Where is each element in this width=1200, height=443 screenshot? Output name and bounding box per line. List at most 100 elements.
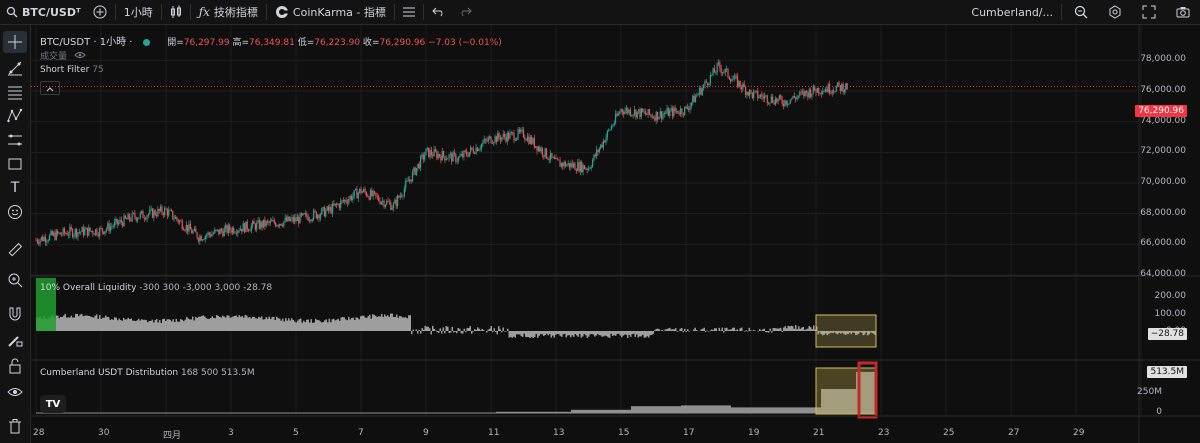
liquidity-bar xyxy=(853,331,855,333)
liquidity-bar xyxy=(705,331,707,332)
liquidity-bar xyxy=(150,320,152,331)
filter-legend[interactable]: Short Filter 75 xyxy=(40,65,104,75)
candle-body xyxy=(490,136,492,144)
liquidity-bar xyxy=(256,318,258,331)
volume-legend[interactable]: 成交量 xyxy=(40,49,86,62)
indicator-template-button[interactable]: CoinKarma - 指標 xyxy=(269,0,392,24)
indicators-button[interactable]: ƒx 技術指標 xyxy=(193,0,264,24)
liquidity-bar xyxy=(114,317,116,331)
delete-tool[interactable] xyxy=(3,415,27,437)
liquidity-bar xyxy=(462,331,464,334)
quick-search-button[interactable] xyxy=(1064,0,1098,24)
candle-body xyxy=(583,165,586,170)
layout-selector[interactable]: Cumberland/... xyxy=(965,0,1059,24)
liquidity-bar xyxy=(246,315,248,331)
price-axis-label: 72,000.00 xyxy=(1140,146,1186,157)
candle-body xyxy=(158,209,160,211)
liquidity-bar xyxy=(115,317,117,331)
liquidity-bar xyxy=(334,320,336,331)
zoom-tool[interactable] xyxy=(3,269,27,291)
chart-canvas[interactable] xyxy=(31,25,1200,443)
emoji-tool[interactable] xyxy=(3,201,27,223)
candle-body xyxy=(539,147,541,152)
crosshair-tool[interactable] xyxy=(3,31,27,53)
liquidity-bar xyxy=(166,319,168,331)
chart-area[interactable]: BTC/USDT · 1小時 · 開=76,297.99 高=76,349.81… xyxy=(31,25,1200,443)
liquidity-bar xyxy=(381,313,383,331)
eye-icon[interactable] xyxy=(74,51,86,62)
candle-body xyxy=(596,149,598,157)
ruler-tool[interactable] xyxy=(3,239,27,261)
pattern-tool[interactable] xyxy=(3,105,27,127)
legend-symbol[interactable]: BTC/USDT · 1小時 · xyxy=(40,37,133,48)
distribution-bar xyxy=(496,411,571,413)
candle-body xyxy=(632,114,634,116)
candle-body xyxy=(354,188,357,191)
distribution-value: 513.5M xyxy=(221,368,255,378)
candle-body xyxy=(285,217,288,222)
candle-body xyxy=(322,207,324,209)
settings-button[interactable] xyxy=(1098,0,1132,24)
liquidity-bar xyxy=(864,331,866,335)
candle-body xyxy=(674,107,676,112)
highlight-boxes xyxy=(815,314,878,419)
collapse-legend-button[interactable] xyxy=(40,81,60,95)
filter-label: Short Filter xyxy=(40,65,90,75)
candle-body xyxy=(715,72,717,74)
candle-body xyxy=(449,153,451,155)
candle-body xyxy=(804,90,806,96)
liquidity-bar xyxy=(268,316,270,331)
liquidity-bar xyxy=(373,314,375,331)
fib-tool[interactable] xyxy=(3,81,27,103)
alerts-list-button[interactable] xyxy=(397,0,421,24)
candle-body xyxy=(726,68,728,70)
liquidity-bar xyxy=(127,317,129,331)
candle-body xyxy=(334,203,336,206)
chart-type-button[interactable] xyxy=(164,0,188,24)
liquidity-legend[interactable]: 10% Overall Liquidity -300 300 -3,000 3,… xyxy=(40,283,272,293)
liquidity-bar xyxy=(786,328,788,331)
snapshot-button[interactable] xyxy=(1166,0,1200,24)
undo-button[interactable] xyxy=(426,0,452,24)
liquidity-bar xyxy=(79,314,81,331)
candle-body xyxy=(644,111,646,115)
liquidity-bar xyxy=(426,326,428,331)
trendline-tool[interactable] xyxy=(3,57,27,79)
compare-button[interactable] xyxy=(87,0,113,24)
candle-body xyxy=(181,220,183,229)
fullscreen-button[interactable] xyxy=(1132,0,1166,24)
visibility-tool[interactable] xyxy=(3,381,27,403)
distribution-bar xyxy=(631,406,681,413)
liquidity-bar xyxy=(765,331,767,333)
redo-button[interactable] xyxy=(452,0,478,24)
candle-body xyxy=(487,138,489,142)
candle-body xyxy=(608,129,610,131)
candle-body xyxy=(690,102,693,106)
candle-body xyxy=(39,239,41,244)
liquidity-bar xyxy=(97,318,99,331)
plus-circle-icon xyxy=(93,5,107,19)
liquidity-bar xyxy=(672,329,674,331)
candle-body xyxy=(50,231,52,235)
candle-body xyxy=(762,96,764,99)
candle-body xyxy=(173,218,175,220)
candle-body xyxy=(677,110,679,114)
text-tool[interactable]: T xyxy=(3,177,27,199)
liquidity-bar xyxy=(339,320,341,331)
candle-body xyxy=(308,219,311,221)
symbol-search[interactable]: BTC/USDᵀ xyxy=(0,0,87,24)
shape-tool[interactable] xyxy=(3,153,27,175)
interval-button[interactable]: 1小時 xyxy=(118,0,159,24)
distribution-legend[interactable]: Cumberland USDT Distribution 168 500 513… xyxy=(40,368,255,378)
candle-body xyxy=(728,77,730,80)
candle-body xyxy=(619,112,621,114)
magnet-tool[interactable] xyxy=(3,303,27,325)
candle-body xyxy=(180,220,182,222)
liquidity-bar xyxy=(253,316,255,331)
forecast-tool[interactable] xyxy=(3,129,27,151)
stay-drawing-tool[interactable] xyxy=(3,329,27,351)
lock-tool[interactable] xyxy=(3,355,27,377)
tradingview-logo[interactable]: TV xyxy=(40,395,66,413)
liquidity-bar xyxy=(369,314,371,331)
candle-body xyxy=(424,155,426,160)
